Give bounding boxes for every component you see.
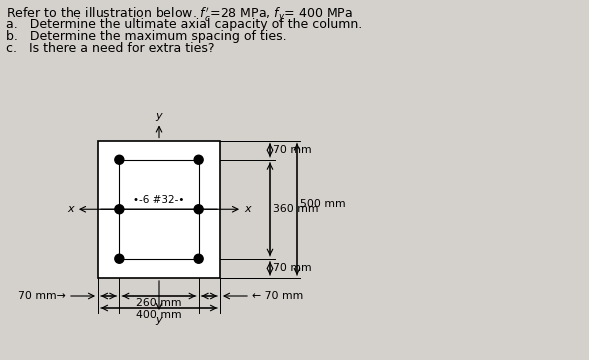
Text: b.   Determine the maximum spacing of ties.: b. Determine the maximum spacing of ties… [6,30,287,43]
Bar [98,140,220,278]
Text: Refer to the illustration below. $f_c^{\prime}$=28 MPa, $f_y$= 400 MPa: Refer to the illustration below. $f_c^{\… [6,5,353,23]
Text: •-6 #32-•: •-6 #32-• [133,195,185,205]
Text: x: x [67,204,74,214]
Text: c.   Is there a need for extra ties?: c. Is there a need for extra ties? [6,42,214,55]
Text: 70 mm→: 70 mm→ [18,291,66,301]
Text: x: x [244,204,251,214]
Text: 500 mm: 500 mm [300,199,346,209]
Text: 400 mm: 400 mm [136,310,182,320]
Circle shape [115,254,124,263]
Text: a.   Determine the ultimate axial capacity of the column.: a. Determine the ultimate axial capacity… [6,18,362,31]
Circle shape [115,155,124,164]
Text: y: y [155,111,163,121]
Text: 260 mm: 260 mm [136,298,182,308]
Text: y: y [155,315,163,325]
Circle shape [115,205,124,214]
Circle shape [194,205,203,214]
Text: 360 mm: 360 mm [273,204,319,214]
Bar [120,160,198,259]
Text: 70 mm: 70 mm [273,145,312,155]
Circle shape [194,254,203,263]
Circle shape [194,155,203,164]
Text: ← 70 mm: ← 70 mm [252,291,303,301]
Text: 70 mm: 70 mm [273,264,312,273]
